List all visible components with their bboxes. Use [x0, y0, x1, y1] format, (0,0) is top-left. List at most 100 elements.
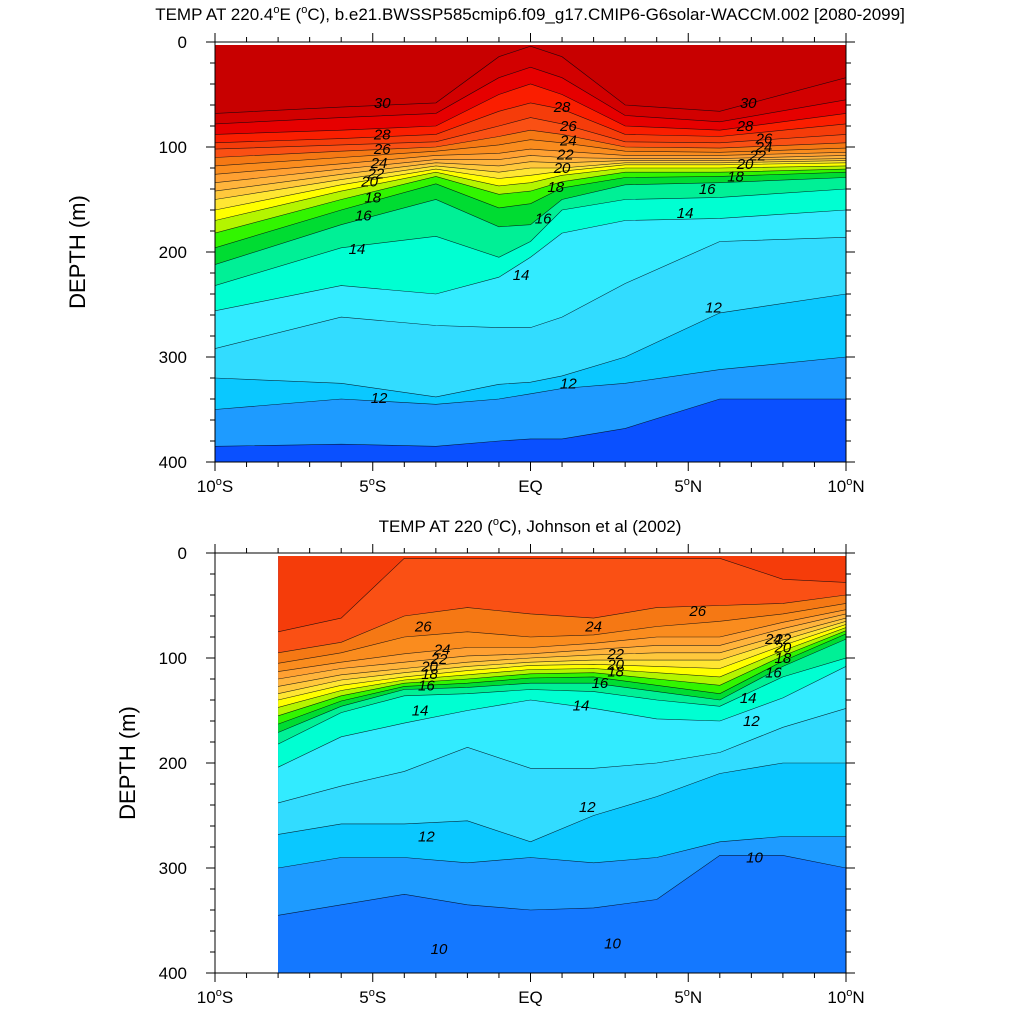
contour-label: 12	[743, 713, 760, 730]
y-tick-label: 200	[159, 243, 187, 262]
y-tick-label: 0	[178, 33, 187, 52]
contour-label: 16	[765, 665, 782, 682]
isotherm-23	[215, 155, 846, 183]
fill-band	[215, 67, 846, 135]
contour-label: 10	[431, 941, 448, 958]
contour-label: 20	[736, 156, 754, 173]
isotherm-11	[215, 356, 846, 410]
panel-model-fills	[215, 45, 846, 462]
isotherm-27	[215, 117, 846, 150]
contour-label: 28	[553, 99, 571, 116]
isotherm-21	[215, 160, 846, 200]
contour-label: 18	[727, 168, 744, 185]
panel-model-axes: 0 100 200 300 400 10oS 5oS EQ 5oN 10oN	[159, 33, 865, 496]
contour-label: 20	[420, 658, 438, 675]
y-tick-label: 100	[159, 649, 187, 668]
contour-label: 26	[373, 141, 391, 158]
fill-band	[278, 763, 846, 868]
contour-label: 20	[774, 640, 792, 657]
contour-label: 20	[360, 174, 378, 191]
fill-band	[215, 45, 846, 114]
contour-label: 24	[370, 155, 388, 172]
fill-band	[278, 836, 846, 916]
isotherm-15	[277, 657, 846, 745]
fill-band	[215, 189, 846, 311]
contour-label: 10	[604, 936, 621, 953]
contour-label: 20	[606, 656, 624, 673]
isotherm-21	[278, 621, 846, 694]
fill-band	[278, 708, 846, 842]
contour-label: 18	[421, 666, 438, 683]
y-tick-label: 300	[159, 348, 187, 367]
fill-band	[278, 595, 846, 664]
isotherm-25	[278, 603, 846, 664]
fill-band	[215, 139, 846, 175]
x-tick-label: 5oS	[359, 987, 386, 1007]
isotherm-18	[278, 630, 846, 717]
x-tick-label: EQ	[518, 988, 543, 1007]
panel-model-ylabel: DEPTH (m)	[65, 195, 90, 309]
fill-band	[215, 160, 846, 210]
fill-band	[215, 210, 846, 349]
isotherm-18	[215, 168, 846, 234]
isotherm-27	[278, 558, 846, 633]
isotherm-29	[215, 83, 846, 135]
fill-band	[215, 169, 846, 248]
isotherm-23	[278, 613, 846, 680]
isotherm-13	[278, 708, 846, 804]
isotherm-14	[277, 666, 846, 768]
fill-band	[215, 294, 846, 410]
contour-label: 22	[556, 146, 574, 163]
contour-label: 14	[677, 205, 694, 222]
y-tick-label: 400	[159, 453, 187, 472]
contour-label: 14	[349, 241, 366, 258]
contour-label: 30	[740, 95, 757, 112]
fill-band	[278, 627, 846, 716]
isotherm-26	[278, 594, 846, 654]
contour-label: 16	[418, 677, 435, 694]
contour-label: 16	[535, 210, 552, 227]
isotherm-24	[215, 148, 846, 175]
fill-band	[278, 558, 846, 653]
contour-label: 22	[774, 631, 792, 648]
contour-label: 12	[418, 829, 435, 846]
panel-observed-fills	[278, 556, 846, 973]
fill-band	[215, 357, 846, 447]
contour-label: 14	[513, 267, 530, 284]
x-tick-label: EQ	[518, 477, 543, 496]
isotherm-14	[215, 209, 846, 312]
panel-observed: TEMP AT 220 (oC), Johnson et al (2002) 2…	[115, 516, 865, 1007]
fill-band	[215, 172, 846, 265]
y-tick-label: 100	[159, 138, 187, 157]
contour-label: 20	[553, 160, 571, 177]
isotherm-19	[278, 627, 846, 708]
x-tick-label: 5oN	[674, 987, 702, 1007]
contour-label: 18	[775, 650, 792, 667]
contour-label: 14	[412, 703, 429, 720]
contour-label: 18	[607, 664, 624, 681]
panel-model: TEMP AT 220.4oE (oC), b.e21.BWSSP585cmip…	[65, 4, 905, 496]
contour-label: 26	[755, 131, 773, 148]
fill-band	[278, 621, 846, 700]
panel-observed-axes: 0 100 200 300 400 10oS 5oS EQ 5oN 10oN	[159, 544, 865, 1007]
contour-label: 10	[746, 850, 763, 867]
fill-band	[215, 158, 846, 200]
contour-label: 26	[559, 118, 577, 135]
panel-observed-contour-labels: 2626242424222222202020181818161616141414…	[412, 603, 792, 958]
x-tick-label: 10oS	[197, 476, 233, 496]
isotherm-12	[278, 762, 846, 843]
fill-band	[215, 102, 846, 150]
x-tick-label: 10oN	[827, 987, 864, 1007]
contour-label: 14	[573, 697, 590, 714]
fill-band	[215, 177, 846, 286]
x-tick-label: 10oS	[197, 987, 233, 1007]
contour-label: 16	[592, 675, 609, 692]
fill-band	[215, 46, 846, 124]
isotherm-16	[277, 638, 846, 733]
contour-label: 24	[559, 133, 577, 150]
contour-label: 12	[371, 390, 388, 407]
contour-label: 14	[740, 690, 757, 707]
isotherm-25	[215, 139, 846, 167]
isotherm-15	[215, 188, 846, 286]
